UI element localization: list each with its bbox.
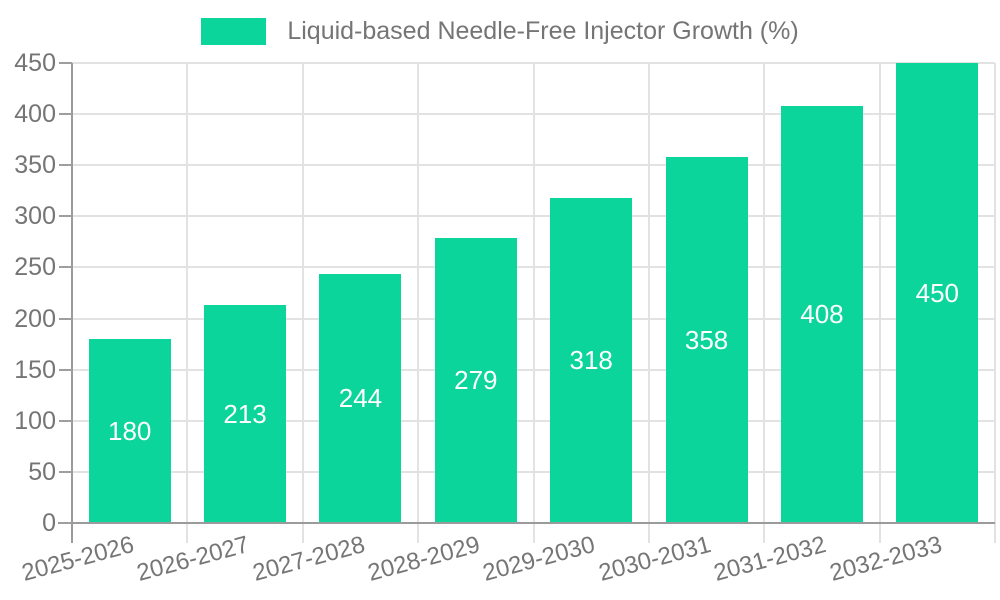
bar: 358 — [665, 157, 748, 523]
y-tick-label: 250 — [14, 253, 56, 282]
bar-value-label: 279 — [454, 365, 498, 396]
plot-area: 180 213 244 279 318 358 408 450 — [72, 62, 996, 543]
v-gridline — [301, 63, 304, 543]
legend-swatch — [201, 18, 267, 45]
y-axis-line — [71, 63, 73, 543]
y-tick — [59, 215, 72, 218]
bar: 244 — [319, 273, 402, 523]
y-tick — [59, 368, 72, 371]
v-gridline — [763, 63, 766, 543]
x-axis-line — [58, 522, 995, 524]
x-tick-label: 2029-2030 — [480, 531, 599, 587]
y-tick — [59, 62, 72, 64]
v-gridline — [647, 63, 650, 543]
y-tick-label: 300 — [14, 202, 56, 231]
y-tick-label: 450 — [14, 49, 56, 77]
bar: 279 — [434, 237, 517, 523]
y-tick — [59, 113, 72, 116]
v-gridline — [994, 63, 996, 543]
y-tick-label: 350 — [14, 151, 56, 180]
v-gridline — [878, 63, 881, 543]
v-gridline — [186, 63, 189, 543]
bar: 180 — [88, 339, 171, 523]
y-tick-label: 400 — [14, 100, 56, 129]
bar: 408 — [780, 105, 863, 523]
y-tick — [59, 164, 72, 167]
y-tick-label: 100 — [14, 406, 56, 435]
x-tick-label: 2032-2033 — [826, 531, 945, 587]
v-gridline — [532, 63, 535, 543]
y-tick — [59, 317, 72, 320]
x-tick-label: 2027-2028 — [249, 531, 368, 587]
bar-value-label: 180 — [107, 416, 152, 446]
x-tick-label: 2028-2029 — [364, 531, 483, 587]
y-tick — [59, 470, 72, 473]
x-tick-label: 2025-2026 — [18, 531, 137, 587]
y-tick — [59, 266, 72, 269]
y-tick-label: 50 — [28, 457, 56, 486]
y-tick — [59, 522, 72, 524]
bar: 450 — [896, 63, 979, 523]
bar-value-label: 213 — [223, 399, 267, 430]
v-gridline — [417, 63, 420, 543]
y-tick-label: 0 — [42, 509, 56, 537]
y-tick-label: 150 — [14, 355, 56, 384]
y-tick — [59, 419, 72, 422]
bar: 213 — [204, 305, 287, 523]
bar-value-label: 408 — [800, 299, 844, 330]
x-tick-label: 2031-2032 — [711, 531, 829, 587]
bar-value-label: 318 — [569, 345, 613, 376]
legend: Liquid-based Needle-Free Injector Growth… — [0, 17, 1000, 46]
x-tick-label: 2030-2031 — [595, 531, 714, 587]
legend-label: Liquid-based Needle-Free Injector Growth… — [287, 17, 799, 45]
bar-value-label: 244 — [338, 383, 383, 414]
y-tick-label: 200 — [14, 304, 56, 333]
bar-value-label: 358 — [684, 325, 729, 356]
bar-value-label: 450 — [915, 278, 959, 308]
bar: 318 — [550, 197, 633, 523]
x-tick-label: 2026-2027 — [134, 531, 253, 587]
